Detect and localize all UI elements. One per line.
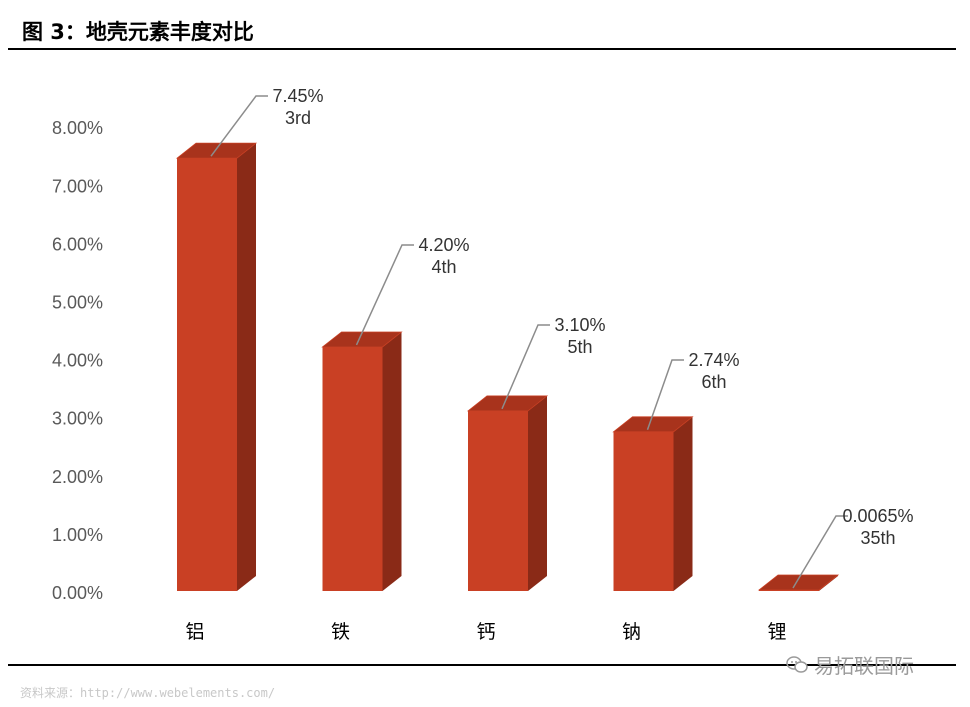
data-label-rank: 4th bbox=[431, 257, 456, 277]
y-tick-label: 4.00% bbox=[52, 351, 103, 371]
data-label-value: 2.74% bbox=[688, 350, 739, 370]
y-tick-label: 3.00% bbox=[52, 409, 103, 429]
source-note: 资料来源：http://www.webelements.com/ bbox=[20, 686, 276, 700]
bar-front bbox=[322, 346, 383, 591]
bar-side bbox=[528, 395, 547, 591]
bar-side bbox=[237, 143, 256, 591]
data-label-leader bbox=[210, 95, 268, 157]
data-label-leader bbox=[646, 359, 684, 431]
top-divider bbox=[8, 48, 956, 50]
bottom-divider bbox=[8, 664, 956, 666]
data-label-rank: 3rd bbox=[285, 108, 311, 128]
bar-top bbox=[175, 142, 258, 159]
watermark-text: 易拓联国际 bbox=[814, 654, 914, 678]
data-label-leader bbox=[355, 244, 414, 346]
y-tick-label: 2.00% bbox=[52, 467, 103, 487]
y-tick-label: 7.00% bbox=[52, 176, 103, 196]
x-category-label: 钙 bbox=[476, 621, 495, 643]
bar-side bbox=[382, 331, 402, 591]
data-label-rank: 5th bbox=[567, 337, 592, 357]
data-label-value: 7.45% bbox=[272, 86, 323, 106]
bar-top bbox=[321, 331, 403, 348]
x-category-label: 钠 bbox=[622, 621, 641, 643]
data-label-leader bbox=[792, 515, 848, 589]
y-tick-label: 6.00% bbox=[52, 234, 103, 254]
y-tick-label: 5.00% bbox=[52, 293, 103, 313]
y-tick-label: 1.00% bbox=[52, 525, 103, 545]
bar-front bbox=[759, 590, 819, 591]
y-tick-label: 0.00% bbox=[52, 583, 103, 603]
data-label-value: 0.0065% bbox=[842, 506, 913, 526]
bar-front bbox=[468, 410, 528, 591]
wechat-icon bbox=[786, 655, 808, 673]
y-tick-label: 8.00% bbox=[52, 118, 103, 138]
bar-chart: 0.00% 1.00% 2.00% 3.00% 4.00% 5.00% 6.00% 7.00%… bbox=[52, 86, 914, 643]
bar-front bbox=[613, 431, 674, 591]
bar-top bbox=[466, 395, 549, 412]
data-label-rank: 6th bbox=[701, 372, 726, 392]
bar-top bbox=[757, 574, 840, 591]
bar-side bbox=[673, 416, 693, 591]
data-label-rank: 35th bbox=[860, 528, 895, 548]
figure-title: 图 3：地壳元素丰度对比 bbox=[22, 20, 254, 44]
watermark: 易拓联国际 bbox=[786, 650, 914, 679]
bar-top bbox=[612, 416, 694, 433]
data-label-value: 3.10% bbox=[554, 315, 605, 335]
data-label-value: 4.20% bbox=[418, 235, 469, 255]
x-category-label: 铝 bbox=[185, 621, 204, 643]
x-category-label: 铁 bbox=[331, 621, 350, 643]
data-label-leader bbox=[501, 324, 550, 410]
bar-front bbox=[177, 158, 237, 591]
x-category-label: 锂 bbox=[767, 621, 786, 643]
